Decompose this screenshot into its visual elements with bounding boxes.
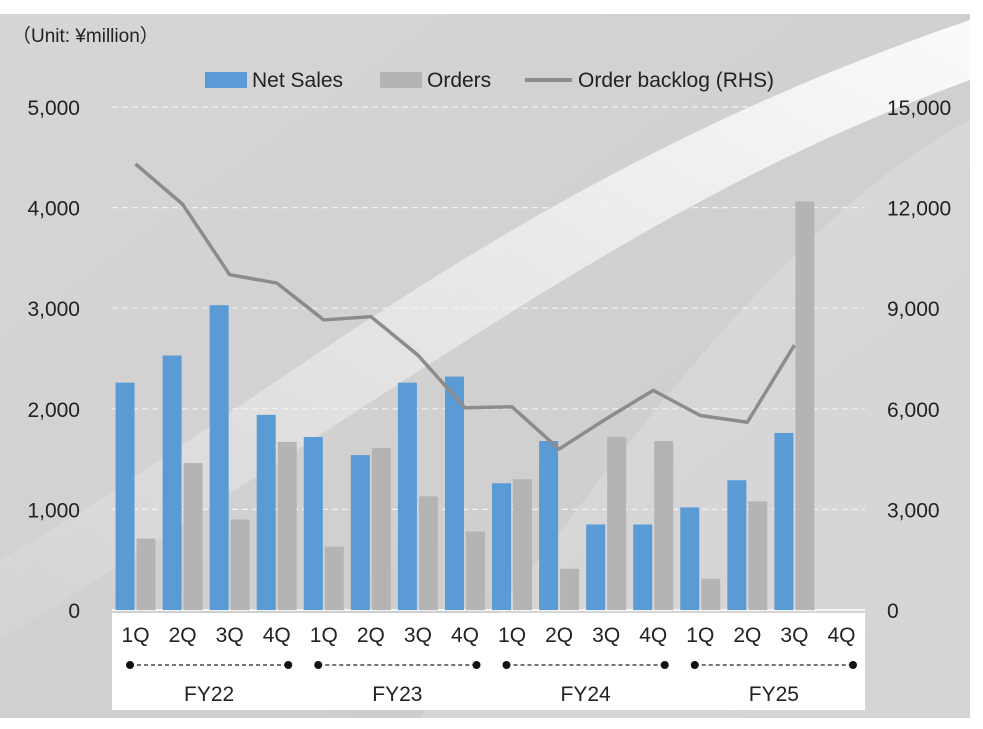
bar-net-sales <box>115 382 135 610</box>
bar-net-sales <box>633 524 653 610</box>
category-label: 2Q <box>545 624 573 647</box>
legend-label-orders: Orders <box>427 69 491 92</box>
bar-net-sales <box>727 480 747 610</box>
category-label: 2Q <box>733 624 761 647</box>
category-label: 4Q <box>451 624 479 647</box>
group-label: FY23 <box>372 683 422 706</box>
bar-net-sales <box>209 305 229 610</box>
bar-net-sales <box>256 414 276 610</box>
right-tick-label: 3,000 <box>887 499 940 522</box>
bar-orders <box>418 496 438 610</box>
left-tick-label: 1,000 <box>27 499 80 522</box>
bar-orders <box>230 519 250 610</box>
left-tick-label: 4,000 <box>27 198 80 221</box>
right-tick-label: 15,000 <box>887 97 951 120</box>
bar-orders <box>136 538 156 610</box>
category-label: 3Q <box>404 624 432 647</box>
category-label: 1Q <box>310 624 338 647</box>
group-bracket-dot <box>690 661 699 669</box>
right-tick-label: 12,000 <box>887 198 951 221</box>
legend: Net Sales Orders Order backlog (RHS) <box>205 69 774 92</box>
group-label: FY24 <box>561 683 612 706</box>
legend-swatch-orders <box>380 72 422 88</box>
bar-net-sales <box>680 507 700 610</box>
category-label: 1Q <box>686 624 714 647</box>
group-band <box>112 655 865 710</box>
category-label: 4Q <box>263 624 291 647</box>
legend-label-backlog: Order backlog (RHS) <box>578 69 774 92</box>
bar-net-sales <box>492 483 512 610</box>
category-label: 1Q <box>498 624 526 647</box>
bar-orders <box>465 531 485 610</box>
legend-swatch-net-sales <box>205 72 247 88</box>
category-label: 4Q <box>827 624 855 647</box>
group-bracket-dot <box>472 661 481 669</box>
x-axis: 1Q 2Q 3Q 4Q 1Q 2Q 3Q 4Q 1Q 2Q 3Q 4Q 1Q 2Q 3Q 4Q FY22 FY23… <box>112 613 865 710</box>
left-tick-label: 0 <box>68 600 80 623</box>
category-label: 4Q <box>639 624 667 647</box>
bar-net-sales <box>774 432 794 610</box>
right-tick-label: 9,000 <box>887 298 940 321</box>
category-label: 3Q <box>216 624 244 647</box>
line-order-backlog <box>134 162 796 451</box>
bar-orders <box>701 578 721 610</box>
bar-net-sales <box>162 355 182 610</box>
right-axis: 0 3,000 6,000 9,000 12,000 15,000 <box>887 97 951 623</box>
bar-net-sales <box>397 382 417 610</box>
bar-net-sales <box>444 376 464 610</box>
bar-net-sales <box>586 524 606 610</box>
bar-net-sales <box>303 436 323 610</box>
unit-note: （Unit: ¥million） <box>12 25 159 47</box>
left-tick-label: 3,000 <box>27 298 80 321</box>
background-swoosh <box>0 20 970 640</box>
category-label: 3Q <box>592 624 620 647</box>
left-tick-label: 5,000 <box>27 97 80 120</box>
bar-orders <box>607 436 627 610</box>
category-label: 3Q <box>780 624 808 647</box>
group-label: FY25 <box>749 683 799 706</box>
right-tick-label: 0 <box>887 600 899 623</box>
left-tick-label: 2,000 <box>27 399 80 422</box>
group-bracket-dot <box>126 661 134 669</box>
group-bracket-dot <box>284 661 293 669</box>
category-band <box>112 613 865 655</box>
group-bracket-dot <box>849 661 857 669</box>
backlog-line <box>134 162 796 451</box>
group-bracket-dot <box>502 661 511 669</box>
bar-orders <box>324 546 344 610</box>
group-bracket-dot <box>314 661 323 669</box>
bar-orders <box>748 501 768 610</box>
bars <box>115 201 815 610</box>
bar-net-sales <box>539 440 559 610</box>
bar-orders <box>371 448 391 610</box>
legend-label-net-sales: Net Sales <box>252 69 343 92</box>
bar-orders <box>654 440 674 610</box>
bar-orders <box>513 479 533 610</box>
category-label: 1Q <box>122 624 150 647</box>
category-label: 2Q <box>357 624 385 647</box>
group-label: FY22 <box>184 683 234 706</box>
bar-orders <box>277 441 297 610</box>
category-label: 2Q <box>169 624 197 647</box>
group-bracket-dot <box>660 661 669 669</box>
bar-net-sales <box>350 455 370 610</box>
bar-orders <box>795 201 815 610</box>
bar-orders <box>183 463 203 610</box>
left-axis: 0 1,000 2,000 3,000 4,000 5,000 <box>27 97 80 623</box>
right-tick-label: 6,000 <box>887 399 940 422</box>
bar-orders <box>560 568 580 610</box>
